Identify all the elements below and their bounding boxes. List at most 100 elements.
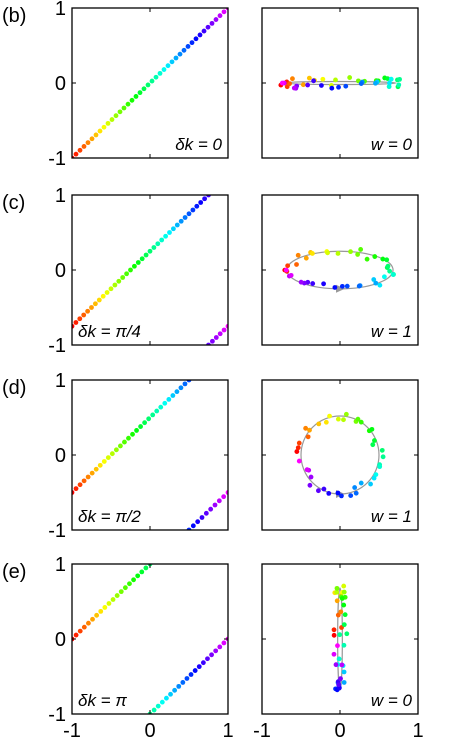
data-point: [334, 585, 340, 591]
data-point: [221, 640, 227, 646]
data-point: [161, 67, 167, 72]
data-point: [176, 683, 182, 689]
winding-curve: [337, 587, 343, 691]
data-point: [159, 237, 165, 243]
data-point: [213, 648, 219, 654]
data-point: [124, 271, 129, 277]
panel-label: (b): [2, 5, 26, 27]
data-point: [342, 612, 348, 618]
plot-area: [72, 8, 228, 158]
data-point: [320, 76, 326, 82]
data-point: [164, 695, 169, 701]
panel-1-left: -1 0 1 δk = 0 (b): [2, 0, 229, 170]
data-point: [167, 230, 172, 235]
panel-1-right: w = 0: [261, 7, 419, 159]
data-point: [355, 416, 361, 422]
data-point: [332, 285, 338, 290]
panel-3-left: -1 0 1 δk = π/2 (d): [2, 370, 229, 542]
data-point: [77, 482, 83, 488]
data-point: [184, 676, 190, 681]
data-point: [341, 642, 347, 648]
data-point: [116, 278, 122, 284]
data-point: [294, 262, 299, 267]
panel-label: (c): [2, 192, 25, 214]
data-point: [321, 281, 326, 287]
data-point: [331, 627, 337, 633]
data-point: [93, 132, 99, 138]
data-point: [133, 94, 139, 99]
data-point: [200, 660, 206, 666]
panel-annotation: w = 0: [371, 135, 413, 154]
panel-label: (d): [2, 377, 26, 399]
data-point: [335, 416, 341, 422]
data-point: [336, 682, 342, 688]
data-point: [283, 267, 289, 273]
panel-annotation: δk = π/4: [78, 322, 141, 341]
panel-annotation: w = 0: [371, 691, 413, 710]
data-point: [150, 412, 156, 418]
data-point: [295, 252, 301, 258]
data-point: [195, 519, 201, 525]
data-point: [205, 656, 210, 662]
data-point: [190, 523, 196, 529]
data-point: [121, 105, 127, 111]
data-point: [97, 128, 103, 134]
data-point: [165, 63, 171, 69]
panel-4-right: -1 0 1 w = 0: [253, 563, 424, 742]
data-point: [217, 13, 223, 19]
data-point: [316, 421, 322, 427]
data-point: [209, 20, 215, 26]
data-point: [97, 462, 103, 468]
data-point: [373, 472, 379, 477]
data-point: [379, 447, 385, 453]
data-point: [217, 644, 223, 650]
data-point: [213, 335, 219, 340]
data-point: [210, 338, 215, 344]
data-point: [157, 70, 163, 76]
data-point: [128, 267, 133, 273]
y-tick-label: 1: [55, 185, 66, 207]
data-point: [331, 651, 337, 657]
panel-3-right: w = 1: [261, 379, 419, 531]
data-point: [159, 699, 165, 705]
data-point: [203, 510, 209, 516]
data-point: [143, 565, 149, 571]
data-point: [188, 672, 194, 677]
data-point: [372, 254, 378, 259]
data-point: [355, 252, 361, 257]
data-point: [151, 245, 157, 250]
data-point: [94, 612, 100, 618]
data-point: [309, 251, 315, 256]
plot-area: [72, 380, 228, 530]
data-point: [77, 316, 83, 322]
panel-annotation: δk = π: [78, 691, 127, 710]
data-point: [155, 703, 161, 709]
data-point: [153, 74, 159, 80]
y-tick-label: 1: [55, 0, 66, 20]
data-point: [93, 301, 98, 307]
data-point: [135, 260, 141, 265]
data-point: [173, 55, 179, 61]
plot-area: [331, 583, 350, 693]
data-point: [177, 51, 183, 57]
data-point: [371, 475, 377, 481]
data-point: [331, 632, 337, 638]
data-point: [96, 297, 102, 303]
data-point: [339, 283, 345, 289]
data-point: [221, 9, 227, 15]
data-point: [321, 486, 327, 492]
data-point: [196, 664, 202, 670]
data-point: [303, 425, 309, 431]
data-point: [85, 474, 91, 480]
panel-annotation: δk = π/2: [78, 507, 141, 526]
data-point: [310, 281, 316, 286]
data-point: [122, 439, 127, 445]
data-point: [339, 596, 345, 601]
data-point: [373, 80, 378, 86]
data-point: [348, 493, 354, 498]
data-point: [337, 632, 343, 638]
data-point: [109, 451, 115, 457]
data-point: [168, 691, 173, 697]
data-point: [142, 420, 148, 426]
